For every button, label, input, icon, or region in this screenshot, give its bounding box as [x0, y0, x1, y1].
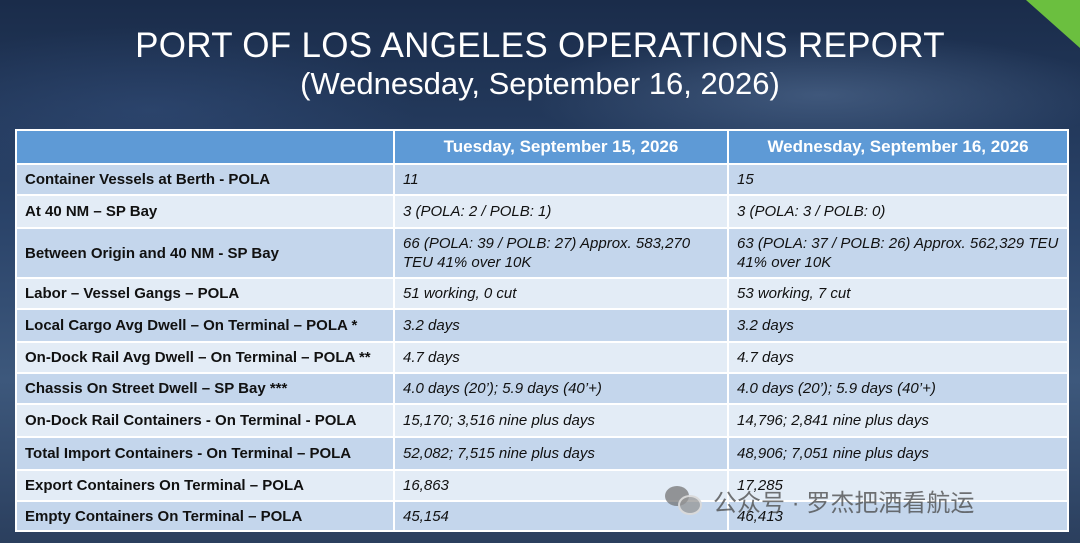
row-value-tuesday: 66 (POLA: 39 / POLB: 27) Approx. 583,270…	[393, 227, 729, 279]
table-row: On-Dock Rail Containers - On Terminal - …	[15, 403, 1069, 438]
table-row: Empty Containers On Terminal – POLA 45,1…	[15, 500, 1069, 532]
table-row: Total Import Containers - On Terminal – …	[15, 436, 1069, 471]
row-label: On-Dock Rail Containers - On Terminal - …	[15, 403, 395, 438]
row-label: Export Containers On Terminal – POLA	[15, 469, 395, 502]
row-value-wednesday: 4.0 days (20’); 5.9 days (40’+)	[727, 372, 1069, 405]
row-label: Container Vessels at Berth - POLA	[15, 163, 395, 196]
table-header-row: Tuesday, September 15, 2026 Wednesday, S…	[15, 129, 1069, 165]
row-value-tuesday: 15,170; 3,516 nine plus days	[393, 403, 729, 438]
table-row: Labor – Vessel Gangs – POLA 51 working, …	[15, 277, 1069, 310]
row-label: At 40 NM – SP Bay	[15, 194, 395, 229]
table-row: Container Vessels at Berth - POLA 11 15	[15, 163, 1069, 196]
row-label: Total Import Containers - On Terminal – …	[15, 436, 395, 471]
row-value-tuesday: 11	[393, 163, 729, 196]
header-metric	[15, 129, 395, 165]
row-label: Between Origin and 40 NM - SP Bay	[15, 227, 395, 279]
row-value-wednesday: 63 (POLA: 37 / POLB: 26) Approx. 562,329…	[727, 227, 1069, 279]
row-value-tuesday: 16,863	[393, 469, 729, 502]
row-value-tuesday: 4.7 days	[393, 341, 729, 374]
row-value-wednesday: 3 (POLA: 3 / POLB: 0)	[727, 194, 1069, 229]
table-row: At 40 NM – SP Bay 3 (POLA: 2 / POLB: 1) …	[15, 194, 1069, 229]
row-label: Chassis On Street Dwell – SP Bay ***	[15, 372, 395, 405]
header-tuesday: Tuesday, September 15, 2026	[393, 129, 729, 165]
row-value-tuesday: 52,082; 7,515 nine plus days	[393, 436, 729, 471]
table-row: Export Containers On Terminal – POLA 16,…	[15, 469, 1069, 502]
row-value-wednesday: 4.7 days	[727, 341, 1069, 374]
row-value-wednesday: 15	[727, 163, 1069, 196]
row-value-tuesday: 51 working, 0 cut	[393, 277, 729, 310]
table-row: Between Origin and 40 NM - SP Bay 66 (PO…	[15, 227, 1069, 279]
watermark-text: 公众号 · 罗杰把酒看航运	[713, 489, 975, 517]
row-label: Labor – Vessel Gangs – POLA	[15, 277, 395, 310]
table-row: Local Cargo Avg Dwell – On Terminal – PO…	[15, 308, 1069, 343]
row-value-wednesday: 46,413	[727, 500, 1069, 532]
watermark: 公众号 · 罗杰把酒看航运	[665, 482, 974, 518]
row-label: Local Cargo Avg Dwell – On Terminal – PO…	[15, 308, 395, 343]
wechat-icon	[665, 484, 705, 516]
row-value-tuesday: 3 (POLA: 2 / POLB: 1)	[393, 194, 729, 229]
table-row: On-Dock Rail Avg Dwell – On Terminal – P…	[15, 341, 1069, 374]
header-wednesday: Wednesday, September 16, 2026	[727, 129, 1069, 165]
row-value-tuesday: 4.0 days (20’); 5.9 days (40’+)	[393, 372, 729, 405]
row-value-wednesday: 3.2 days	[727, 308, 1069, 343]
row-label: On-Dock Rail Avg Dwell – On Terminal – P…	[15, 341, 395, 374]
row-value-wednesday: 17,285	[727, 469, 1069, 502]
operations-table: Tuesday, September 15, 2026 Wednesday, S…	[15, 129, 1069, 532]
corner-accent	[1026, 0, 1080, 48]
table-row: Chassis On Street Dwell – SP Bay *** 4.0…	[15, 372, 1069, 405]
row-value-wednesday: 53 working, 7 cut	[727, 277, 1069, 310]
row-value-wednesday: 14,796; 2,841 nine plus days	[727, 403, 1069, 438]
page-title: PORT OF LOS ANGELES OPERATIONS REPORT	[135, 26, 945, 65]
page-subtitle: (Wednesday, September 16, 2026)	[300, 66, 780, 101]
row-value-tuesday: 45,154	[393, 500, 729, 532]
row-label: Empty Containers On Terminal – POLA	[15, 500, 395, 532]
row-value-wednesday: 48,906; 7,051 nine plus days	[727, 436, 1069, 471]
row-value-tuesday: 3.2 days	[393, 308, 729, 343]
